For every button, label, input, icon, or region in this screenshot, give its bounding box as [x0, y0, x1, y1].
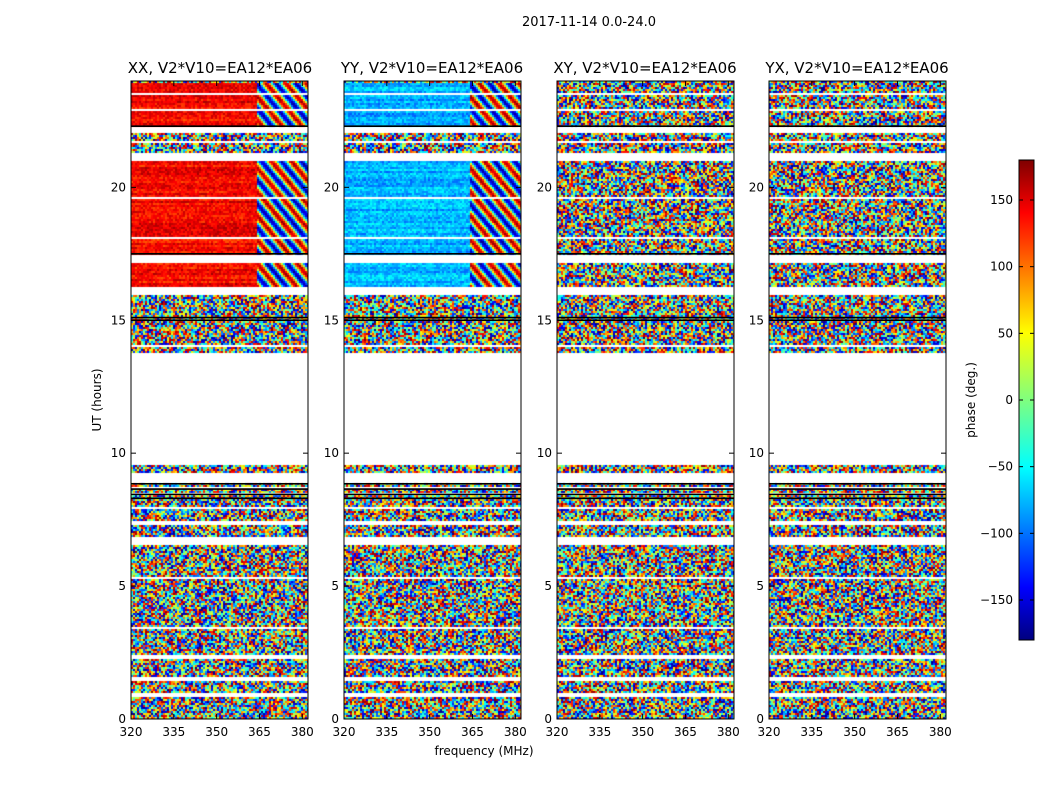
y-tick-label: 15	[537, 313, 552, 327]
panel-title: XY, V2*V10=EA12*EA06	[553, 59, 736, 77]
y-tick-label: 5	[331, 579, 339, 593]
colorbar-tick-label: 50	[998, 326, 1013, 340]
colorbar-label: phase (deg.)	[964, 362, 978, 438]
y-tick-label: 0	[756, 712, 764, 726]
y-tick-label: 15	[749, 313, 764, 327]
x-tick-label: 350	[205, 725, 228, 739]
y-tick-label: 5	[756, 579, 764, 593]
x-tick-label: 335	[800, 725, 823, 739]
axes-frame	[343, 80, 522, 720]
colorbar: 150 100 50 0 −50 −100 −150 phase (deg.)	[964, 159, 1035, 641]
heatmap-cells	[131, 81, 308, 719]
y-tick-label: 10	[537, 446, 552, 460]
colorbar-tick-label: −150	[980, 593, 1013, 607]
x-tick-label: 320	[120, 725, 143, 739]
x-tick-label: 350	[418, 725, 441, 739]
x-tick-label: 365	[248, 725, 271, 739]
x-tick-label: 365	[886, 725, 909, 739]
panel-xy: XY, V2*V10=EA12*EA06	[553, 59, 736, 77]
y-tick-label: 20	[537, 180, 552, 194]
y-tick-label: 5	[118, 579, 126, 593]
x-axis-label: frequency (MHz)	[434, 744, 533, 758]
y-tick-label: 20	[324, 180, 339, 194]
heatmap-cells	[769, 81, 946, 719]
y-tick-label: 10	[749, 446, 764, 460]
colorbar-tick-label: 0	[1005, 393, 1013, 407]
y-tick-label: 10	[111, 446, 126, 460]
panel-xx: XX, V2*V10=EA12*EA06	[128, 59, 312, 77]
y-tick-label: 0	[118, 712, 126, 726]
y-tick-label: 10	[324, 446, 339, 460]
panel-title: YY, V2*V10=EA12*EA06	[340, 59, 523, 77]
x-tick-label: 380	[929, 725, 952, 739]
colorbar-tick-label: −50	[988, 460, 1013, 474]
heatmap-panel-1	[130, 80, 309, 720]
axes-frame	[768, 80, 947, 720]
x-tick-label: 350	[631, 725, 654, 739]
colorbar-tick-label: 100	[990, 260, 1013, 274]
panel-yx: YX, V2*V10=EA12*EA06	[764, 59, 948, 77]
x-tick-label: 335	[375, 725, 398, 739]
y-axis-label: UT (hours)	[90, 368, 104, 431]
y-tick-label: 15	[111, 313, 126, 327]
y-tick-label: 0	[331, 712, 339, 726]
x-tick-label: 335	[588, 725, 611, 739]
x-tick-label: 350	[843, 725, 866, 739]
x-tick-label: 365	[461, 725, 484, 739]
panel-title: XX, V2*V10=EA12*EA06	[128, 59, 312, 77]
x-tick-label: 380	[291, 725, 314, 739]
y-tick-label: 20	[111, 180, 126, 194]
heatmap-cells	[557, 81, 734, 719]
axes-frame	[130, 80, 309, 720]
y-tick-label: 15	[324, 313, 339, 327]
panel-yy: YY, V2*V10=EA12*EA06	[340, 59, 523, 77]
x-tick-label: 365	[674, 725, 697, 739]
axes-frame	[556, 80, 735, 720]
colorbar-tick-label: 150	[990, 193, 1013, 207]
heatmap-panel-3	[556, 80, 735, 720]
colorbar-tick-label: −100	[980, 526, 1013, 540]
x-tick-label: 320	[546, 725, 569, 739]
y-tick-label: 0	[544, 712, 552, 726]
heatmap-cells	[344, 81, 521, 719]
figure-title: 2017-11-14 0.0-24.0	[522, 15, 656, 30]
y-tick-label: 20	[749, 180, 764, 194]
x-tick-label: 380	[717, 725, 740, 739]
x-tick-label: 380	[504, 725, 527, 739]
panel-title: YX, V2*V10=EA12*EA06	[764, 59, 948, 77]
x-tick-label: 335	[162, 725, 185, 739]
x-tick-label: 320	[333, 725, 356, 739]
y-tick-label: 5	[544, 579, 552, 593]
heatmap-panel-4	[768, 80, 947, 720]
heatmap-panel-2	[343, 80, 522, 720]
x-tick-label: 320	[758, 725, 781, 739]
